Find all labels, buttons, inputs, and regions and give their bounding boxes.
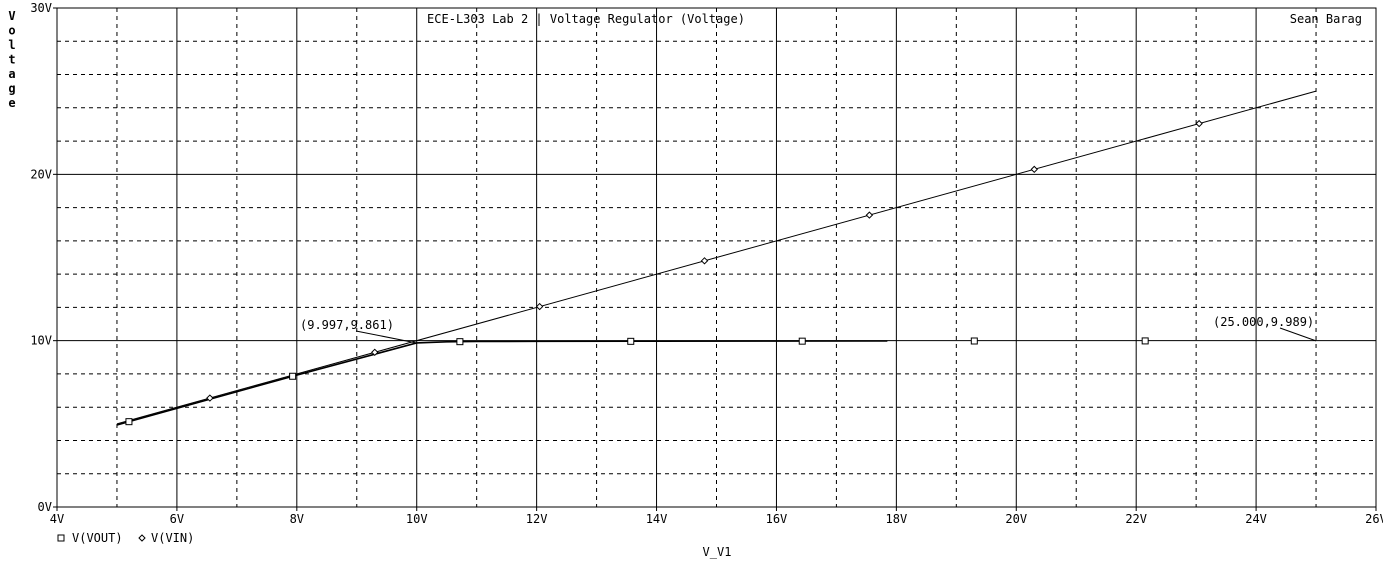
v-vout-marker <box>125 418 133 426</box>
series-line-v-vin- <box>116 90 1317 425</box>
annotation-label: (9.997,9.861) <box>300 318 394 332</box>
x-tick-label: 22V <box>1125 512 1147 526</box>
y-tick-label: 10V <box>30 334 52 348</box>
x-tick-label: 26V <box>1365 512 1383 526</box>
v-vout-marker <box>456 338 464 346</box>
y-axis-label-letter: e <box>8 96 15 110</box>
minor-grid <box>57 8 1376 507</box>
major-grid <box>57 8 1376 507</box>
v-vout-marker <box>627 337 635 345</box>
y-axis-label-letter: a <box>8 67 15 81</box>
v-vin-marker <box>371 348 379 357</box>
x-tick-label: 24V <box>1245 512 1267 526</box>
annotations: (9.997,9.861) (25.000,9.989) <box>300 315 1317 344</box>
y-axis-label-letter: g <box>8 82 15 96</box>
series-markers <box>125 119 1203 426</box>
chart-title: ECE-L303 Lab 2 | Voltage Regulator (Volt… <box>427 12 745 26</box>
chart-author: Sean Barag <box>1290 12 1362 26</box>
y-axis-label-letter: o <box>8 24 15 38</box>
v-vin-marker <box>1030 165 1038 174</box>
v-vin-marker <box>535 302 544 311</box>
v-vin-marker <box>700 257 709 265</box>
y-axis-label-letter: V <box>8 9 15 23</box>
annotation-label: (25.000,9.989) <box>1213 315 1314 329</box>
x-tick-label: 18V <box>886 512 908 526</box>
x-axis-ticks: 4V 6V 8V 10V 12V 14V 16V 18V 20V 22V 24V 26V <box>50 507 1383 526</box>
series-lines <box>116 90 1317 426</box>
legend: V(VOUT) V(VIN) <box>57 531 194 545</box>
x-tick-label: 20V <box>1005 512 1027 526</box>
v-vin-marker <box>206 394 214 402</box>
y-axis-ticks: 0V 10V 20V 30V <box>30 1 57 514</box>
y-tick-label: 0V <box>38 500 52 514</box>
y-tick-label: 30V <box>30 1 52 15</box>
y-tick-label: 20V <box>30 167 52 181</box>
y-axis-label-letter: l <box>8 38 15 52</box>
legend-diamond-marker <box>138 534 146 542</box>
v-vin-marker <box>1195 119 1203 128</box>
x-tick-label: 12V <box>526 512 548 526</box>
annotation-leader <box>355 330 417 344</box>
x-tick-label: 16V <box>766 512 788 526</box>
v-vout-marker <box>798 337 806 345</box>
legend-vout-label: V(VOUT) <box>72 531 123 545</box>
v-vout-marker <box>970 337 978 345</box>
legend-vin-label: V(VIN) <box>151 531 194 545</box>
legend-square-marker <box>57 534 65 542</box>
v-vout-marker <box>1141 337 1149 345</box>
series-line-v-vout- <box>116 340 888 426</box>
x-tick-label: 14V <box>646 512 668 526</box>
v-vout-marker <box>289 372 297 380</box>
v-vin-marker <box>865 211 874 219</box>
x-tick-label: 4V <box>50 512 64 526</box>
annotation-leader <box>1279 327 1317 342</box>
x-axis-label: V_V1 <box>703 545 732 559</box>
plot-frame <box>56 7 1377 508</box>
x-tick-label: 8V <box>290 512 304 526</box>
y-axis-label-letter: t <box>8 53 15 67</box>
y-axis-label: Voltage <box>8 9 15 110</box>
x-tick-label: 6V <box>170 512 184 526</box>
x-tick-label: 10V <box>406 512 428 526</box>
